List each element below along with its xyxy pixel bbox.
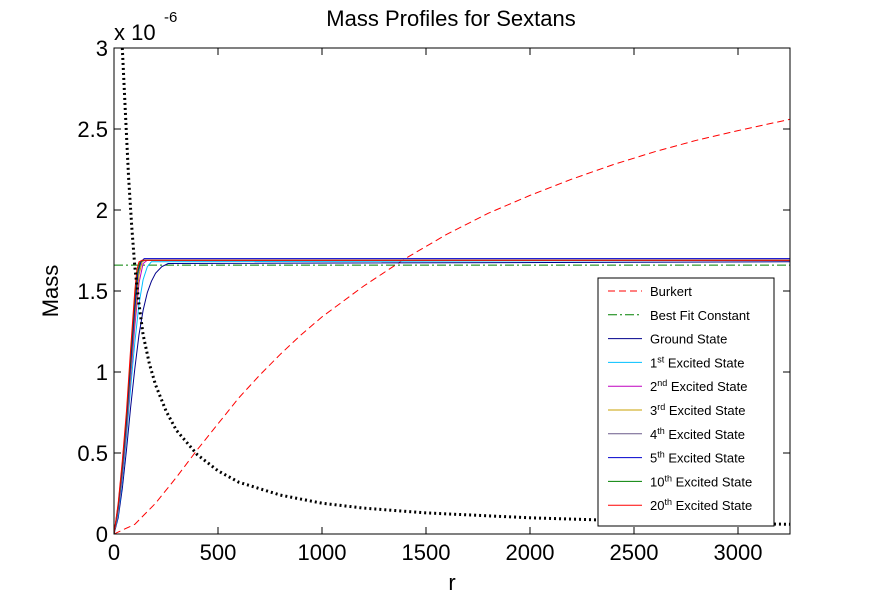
legend-entry: 20th Excited State bbox=[650, 497, 752, 513]
legend: Burkert Best Fit Constant Ground State 1st … bbox=[597, 277, 775, 527]
y-tick-label: 1 bbox=[96, 360, 108, 385]
y-tick-label: 2.5 bbox=[77, 117, 108, 142]
x-tick-label: 2000 bbox=[506, 540, 555, 565]
legend-entry: Ground State bbox=[650, 332, 727, 347]
y-multiplier-base: x 10 bbox=[114, 20, 156, 45]
series-line-20th-excited-state bbox=[114, 259, 790, 534]
y-multiplier-exponent: -6 bbox=[164, 9, 177, 26]
legend-entry: 5th Excited State bbox=[650, 450, 745, 466]
legend-entry: 2nd Excited State bbox=[650, 378, 747, 394]
x-tick-label: 500 bbox=[200, 540, 237, 565]
legend-entry: 4th Excited State bbox=[650, 426, 745, 442]
legend-entry: Best Fit Constant bbox=[650, 308, 750, 323]
y-tick-label: 3 bbox=[96, 36, 108, 61]
y-tick-label: 0.5 bbox=[77, 441, 108, 466]
x-tick-label: 1000 bbox=[298, 540, 347, 565]
x-tick-label: 0 bbox=[108, 540, 120, 565]
legend-entry: 3rd Excited State bbox=[650, 402, 745, 418]
legend-entry: 1st Excited State bbox=[650, 354, 744, 370]
y-tick-label: 2 bbox=[96, 198, 108, 223]
y-tick-label: 0 bbox=[96, 522, 108, 547]
x-tick-label: 3000 bbox=[714, 540, 763, 565]
legend-box bbox=[597, 277, 775, 527]
series-line-burkert bbox=[114, 118, 790, 534]
x-tick-label: 2500 bbox=[610, 540, 659, 565]
x-axis-label: r bbox=[448, 570, 455, 595]
y-tick-label: 1.5 bbox=[77, 279, 108, 304]
chart-title: Mass Profiles for Sextans bbox=[326, 6, 575, 31]
y-axis-label: Mass bbox=[38, 265, 63, 318]
dotted-reference-curve bbox=[120, 48, 790, 526]
x-tick-label: 1500 bbox=[402, 540, 451, 565]
legend-entry: 10th Excited State bbox=[650, 473, 752, 489]
legend-entry: Burkert bbox=[650, 284, 692, 299]
y-axis-multiplier: x 10 -6 bbox=[114, 9, 177, 45]
